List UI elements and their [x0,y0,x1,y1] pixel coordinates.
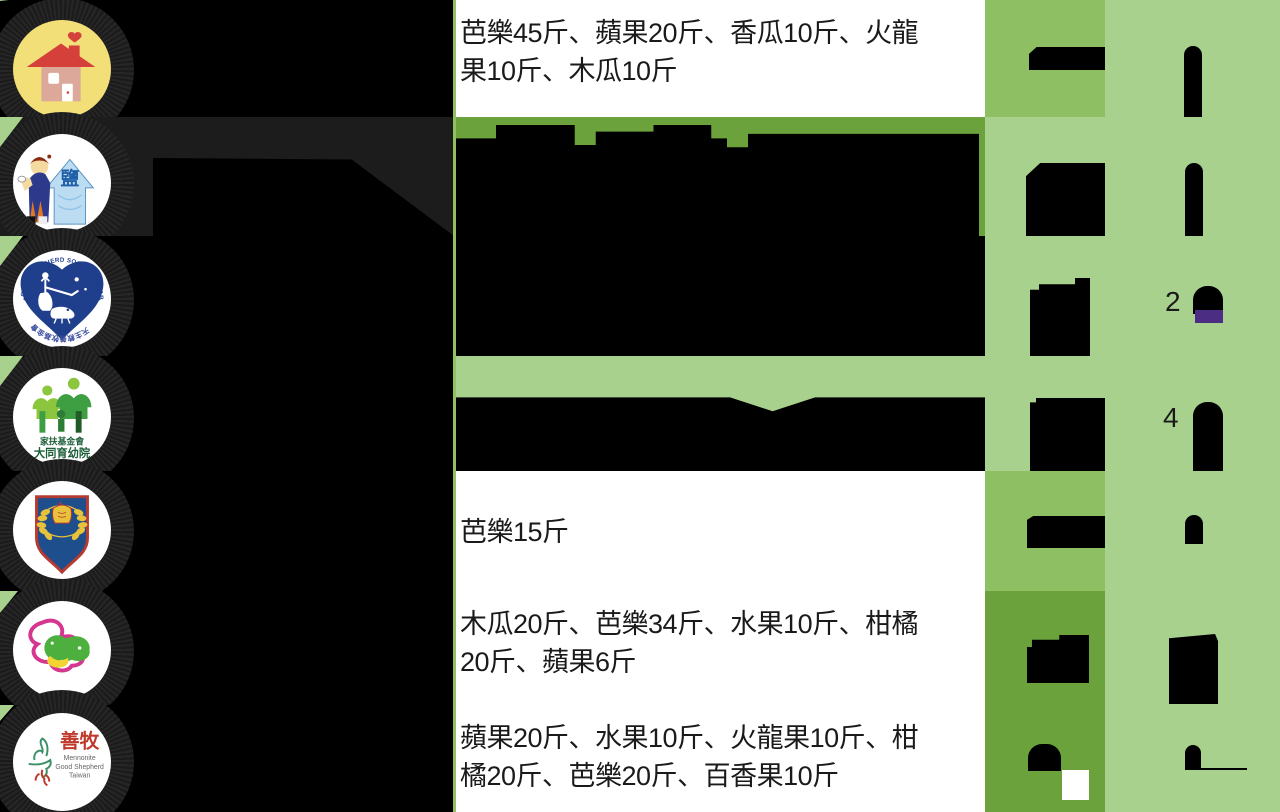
svg-text:善牧: 善牧 [60,729,100,752]
svg-text:Mennonite: Mennonite [64,755,96,762]
svg-text:鹽: 鹽 [61,168,80,189]
svg-text:Taiwan: Taiwan [69,773,91,780]
svg-text:Good Shepherd: Good Shepherd [55,764,104,771]
svg-text:家扶基金會: 家扶基金會 [40,435,84,446]
